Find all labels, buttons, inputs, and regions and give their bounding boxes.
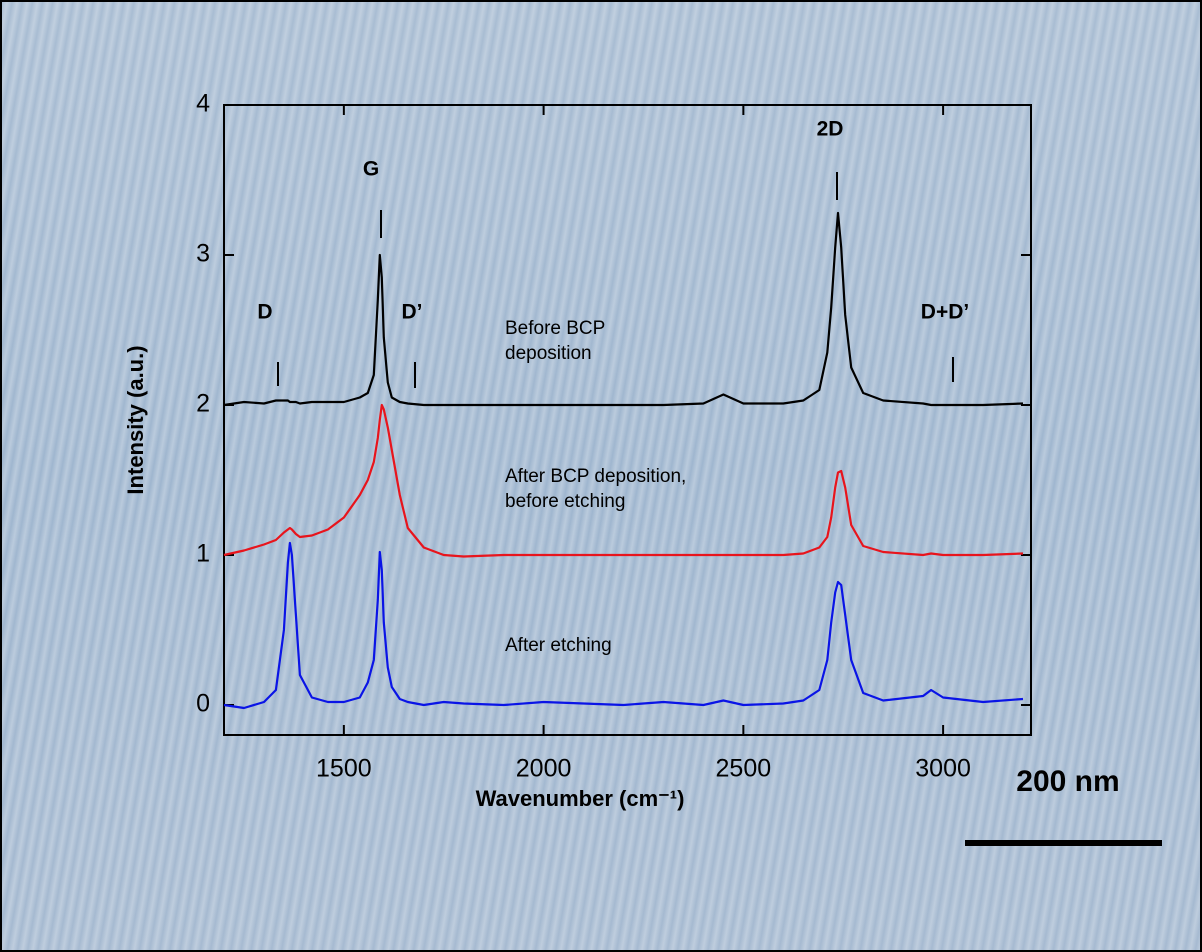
series-line	[223, 403, 1024, 558]
x-tick-label: 2500	[716, 755, 772, 783]
x-tick-label: 1500	[316, 755, 372, 783]
series-label: After BCP deposition, before etching	[505, 466, 687, 512]
series-label: After etching	[505, 635, 612, 656]
y-axis-label: Intensity (a.u.)	[123, 345, 148, 494]
series-line	[223, 541, 1024, 710]
peak-markers	[277, 172, 954, 388]
peak-label: G	[363, 158, 379, 181]
peak-label: D’	[402, 301, 423, 324]
x-tick-label: 2000	[516, 755, 572, 783]
x-axis-label: Wavenumber (cm⁻¹)	[476, 786, 685, 811]
peak-label: 2D	[817, 118, 844, 141]
series-line	[223, 211, 1024, 407]
scale-bar-label: 200 nm	[1016, 765, 1119, 798]
y-tick-label: 1	[196, 540, 210, 568]
peak-label: D+D’	[921, 301, 969, 324]
y-tick-label: 2	[196, 390, 210, 418]
y-tick-label: 3	[196, 240, 210, 268]
x-tick-label: 3000	[915, 755, 971, 783]
plot-frame	[223, 104, 1032, 736]
scale-bar	[965, 840, 1162, 846]
peak-label: D	[257, 301, 272, 324]
series-label: Before BCP deposition	[505, 318, 605, 364]
y-tick-label: 4	[196, 90, 210, 118]
y-tick-label: 0	[196, 690, 210, 718]
